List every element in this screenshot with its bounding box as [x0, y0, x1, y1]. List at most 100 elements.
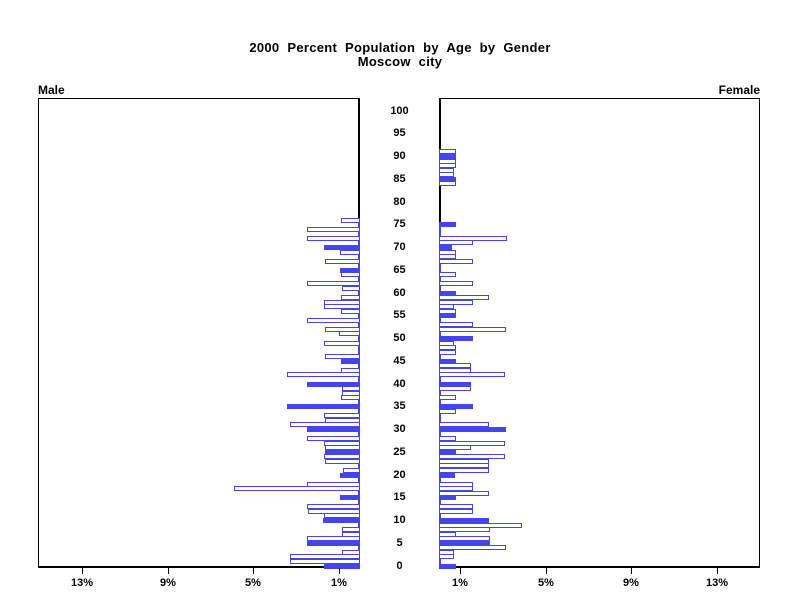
- bar-male-age-28: [307, 436, 360, 441]
- age-label-15: 15: [393, 491, 406, 503]
- bar-male-age-47: [358, 350, 360, 355]
- bar-male-age-20: [340, 473, 360, 478]
- tick-mark-male-1pct: [339, 568, 340, 574]
- age-label-75: 75: [393, 218, 406, 230]
- bar-female-age-21: [439, 468, 489, 473]
- male-panel-frame: [38, 98, 360, 568]
- bar-female-age-20: [439, 473, 455, 478]
- age-label-95: 95: [393, 127, 406, 139]
- bar-male-age-9: [358, 523, 360, 528]
- bar-female-age-6: [439, 536, 490, 541]
- bar-male-age-65: [340, 268, 360, 273]
- bar-female-age-69: [439, 250, 456, 255]
- age-label-60: 60: [393, 287, 406, 299]
- bar-male-age-33: [324, 413, 360, 418]
- age-label-5: 5: [396, 537, 403, 549]
- age-label-50: 50: [393, 332, 406, 344]
- bar-male-age-3: [342, 550, 360, 555]
- tick-mark-female-13pct: [717, 568, 718, 574]
- bar-female-age-87: [439, 168, 454, 173]
- bar-male-age-21: [343, 468, 360, 473]
- tick-mark-female-1pct: [460, 568, 461, 574]
- bar-male-age-0: [324, 564, 360, 569]
- bar-male-age-34: [358, 409, 360, 414]
- bar-male-age-62: [307, 281, 360, 286]
- bar-male-age-76: [341, 218, 360, 223]
- bar-female-age-12: [439, 509, 473, 514]
- bar-female-age-1: [439, 559, 441, 564]
- bar-male-age-56: [341, 309, 360, 314]
- bar-male-age-70: [324, 245, 360, 250]
- male-tick-label-5pct: 5%: [245, 577, 261, 589]
- bar-female-age-0: [439, 564, 456, 569]
- bar-female-age-65: [439, 268, 441, 273]
- bar-male-age-16: [358, 491, 360, 496]
- bar-male-age-42: [287, 372, 360, 377]
- tick-mark-male-13pct: [82, 568, 83, 574]
- tick-mark-male-5pct: [253, 568, 254, 574]
- bar-male-age-74: [307, 227, 360, 232]
- bar-female-age-53: [439, 322, 473, 327]
- bar-female-age-31: [439, 422, 489, 427]
- bar-female-age-72: [439, 236, 507, 241]
- bar-male-age-23: [325, 459, 360, 464]
- bar-female-age-60: [439, 291, 456, 296]
- bar-female-age-7: [439, 532, 456, 537]
- bar-male-age-49: [324, 341, 360, 346]
- bar-female-age-27: [439, 441, 505, 446]
- bar-male-age-29: [358, 432, 360, 437]
- bar-female-age-29: [439, 432, 441, 437]
- age-label-100: 100: [390, 105, 409, 117]
- age-label-65: 65: [393, 264, 406, 276]
- bar-male-age-10: [323, 518, 360, 523]
- bar-female-age-56: [439, 309, 456, 314]
- bar-male-age-67: [325, 259, 360, 264]
- bar-female-age-85: [439, 177, 456, 182]
- age-label-0: 0: [396, 560, 403, 572]
- bar-male-age-54: [307, 318, 360, 323]
- bar-male-age-61: [342, 286, 360, 291]
- female-panel-frame: [439, 98, 760, 568]
- bar-female-age-62: [439, 281, 473, 286]
- bar-female-age-64: [439, 272, 456, 277]
- age-label-55: 55: [393, 309, 406, 321]
- bar-male-age-69: [340, 250, 360, 255]
- bar-male-age-1: [290, 559, 360, 564]
- bar-female-age-61: [439, 286, 441, 291]
- female-tick-label-9pct: 9%: [623, 577, 639, 589]
- bar-male-age-15: [340, 495, 360, 500]
- tick-mark-male-9pct: [168, 568, 169, 574]
- bar-female-age-13: [439, 504, 473, 509]
- bar-female-age-50: [439, 336, 473, 341]
- bar-female-age-89: [439, 159, 456, 164]
- male-panel-label: Male: [38, 83, 65, 97]
- bar-male-age-12: [308, 509, 360, 514]
- bar-female-age-10: [439, 518, 489, 523]
- bar-male-age-43: [341, 368, 360, 373]
- bar-female-age-54: [439, 318, 441, 323]
- bar-male-age-36: [358, 400, 360, 405]
- tick-mark-female-5pct: [546, 568, 547, 574]
- age-label-35: 35: [393, 400, 406, 412]
- bar-female-age-63: [439, 277, 441, 282]
- bar-male-age-6: [307, 536, 360, 541]
- bar-female-age-67: [439, 259, 473, 264]
- bar-male-age-50: [358, 336, 360, 341]
- bar-female-age-90: [439, 154, 456, 159]
- bar-male-age-46: [325, 354, 360, 359]
- bar-female-age-36: [439, 400, 441, 405]
- bar-male-age-45: [341, 359, 360, 364]
- bar-male-age-18: [307, 482, 360, 487]
- bar-female-age-32: [439, 418, 441, 423]
- bar-female-age-14: [439, 500, 441, 505]
- bar-female-age-41: [439, 377, 441, 382]
- bar-male-age-59: [341, 295, 360, 300]
- age-label-90: 90: [393, 150, 406, 162]
- bar-male-age-52: [325, 327, 360, 332]
- bar-female-age-23: [439, 459, 489, 464]
- bar-female-age-91: [439, 149, 456, 154]
- bar-male-age-60: [358, 291, 360, 296]
- male-tick-label-1pct: 1%: [331, 577, 347, 589]
- bar-female-age-37: [439, 395, 456, 400]
- bar-female-age-28: [439, 436, 456, 441]
